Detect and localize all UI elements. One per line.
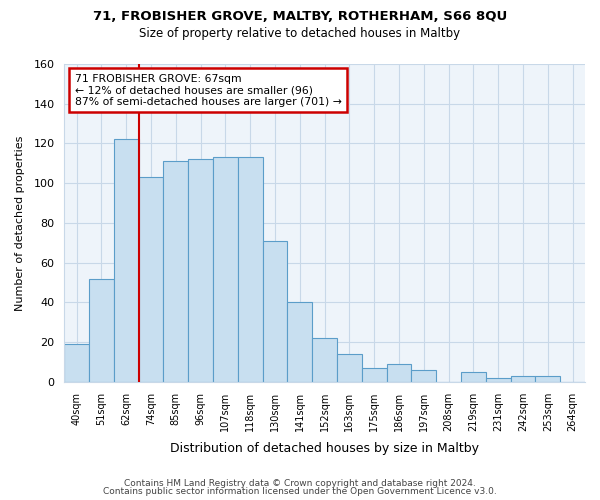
Bar [213, 158, 238, 382]
Bar [337, 354, 362, 382]
Bar [188, 160, 213, 382]
Bar [139, 177, 163, 382]
Bar [511, 376, 535, 382]
Bar [535, 376, 560, 382]
Bar [287, 302, 312, 382]
Bar [461, 372, 486, 382]
Bar [114, 140, 139, 382]
Bar [163, 162, 188, 382]
Y-axis label: Number of detached properties: Number of detached properties [15, 135, 25, 310]
Bar [362, 368, 386, 382]
Text: 71, FROBISHER GROVE, MALTBY, ROTHERHAM, S66 8QU: 71, FROBISHER GROVE, MALTBY, ROTHERHAM, … [93, 10, 507, 23]
Bar [64, 344, 89, 382]
Bar [386, 364, 412, 382]
Bar [263, 241, 287, 382]
Bar [89, 278, 114, 382]
Bar [238, 158, 263, 382]
Text: Contains HM Land Registry data © Crown copyright and database right 2024.: Contains HM Land Registry data © Crown c… [124, 478, 476, 488]
Bar [412, 370, 436, 382]
Bar [486, 378, 511, 382]
X-axis label: Distribution of detached houses by size in Maltby: Distribution of detached houses by size … [170, 442, 479, 455]
Bar [312, 338, 337, 382]
Text: Contains public sector information licensed under the Open Government Licence v3: Contains public sector information licen… [103, 487, 497, 496]
Text: Size of property relative to detached houses in Maltby: Size of property relative to detached ho… [139, 28, 461, 40]
Text: 71 FROBISHER GROVE: 67sqm
← 12% of detached houses are smaller (96)
87% of semi-: 71 FROBISHER GROVE: 67sqm ← 12% of detac… [74, 74, 341, 106]
